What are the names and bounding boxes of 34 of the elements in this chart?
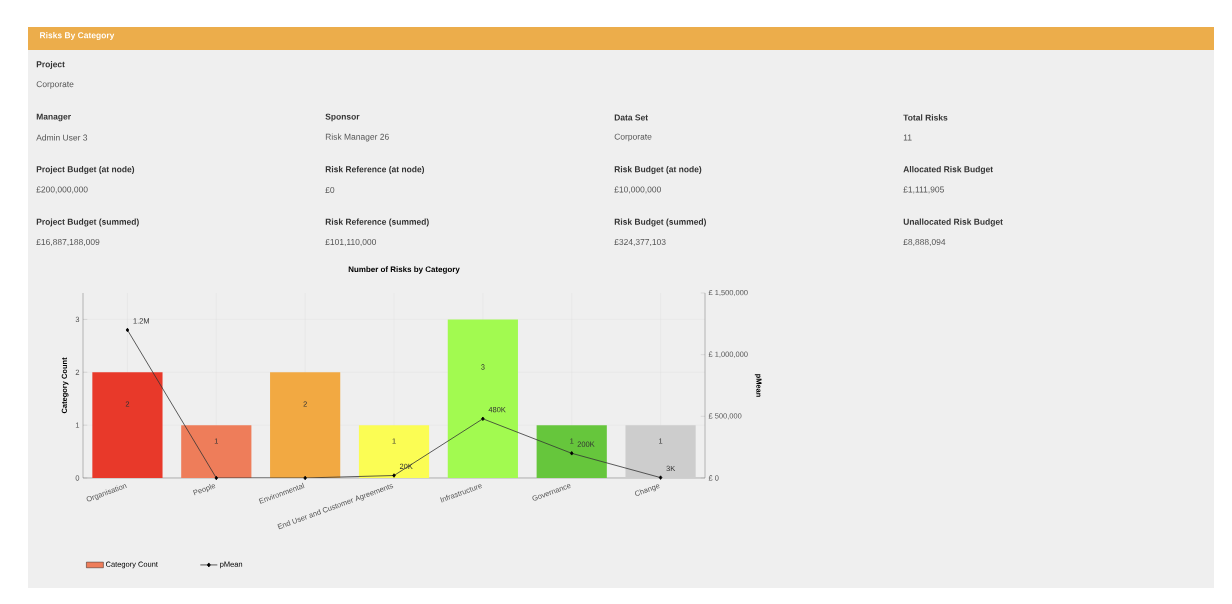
text: £8,888,094: [903, 239, 946, 246]
text: Risk Budget (at node): [614, 166, 702, 174]
text: £1,111,905: [903, 186, 944, 194]
text: Corporate: [614, 133, 652, 142]
text: £16,887,188,009: [36, 239, 100, 246]
text: Sponsor: [325, 113, 360, 122]
text: 11: [903, 134, 912, 141]
text: Risks By Category: [40, 32, 115, 40]
text: £101,110,000: [325, 239, 377, 246]
text: Data Set: [614, 114, 648, 121]
text: Unallocated Risk Budget: [903, 218, 1003, 227]
text: Project: [36, 61, 65, 69]
text: Risk Reference (at node): [325, 166, 425, 174]
bar: [92, 372, 163, 478]
text: Admin User 3: [36, 134, 88, 141]
bar: [625, 425, 696, 478]
text: £0: [325, 187, 335, 193]
text: £10,000,000: [614, 186, 661, 194]
text: Corporate: [36, 81, 74, 89]
bar: [447, 319, 518, 478]
text: £324,377,103: [614, 239, 666, 246]
text: £200,000,000: [36, 186, 88, 194]
text: Manager: [36, 113, 71, 122]
text: Total Risks: [903, 114, 948, 121]
bar: [358, 425, 430, 478]
text: Risk Manager 26: [325, 133, 389, 142]
text: Project Budget (summed): [36, 218, 139, 227]
bar: [181, 425, 252, 478]
bar: [536, 425, 607, 478]
text: Risk Budget (summed): [614, 218, 706, 227]
text: Risk Reference (summed): [325, 218, 429, 227]
bar: [270, 372, 341, 478]
text: Allocated Risk Budget: [903, 166, 993, 174]
text: Project Budget (at node): [36, 166, 135, 174]
